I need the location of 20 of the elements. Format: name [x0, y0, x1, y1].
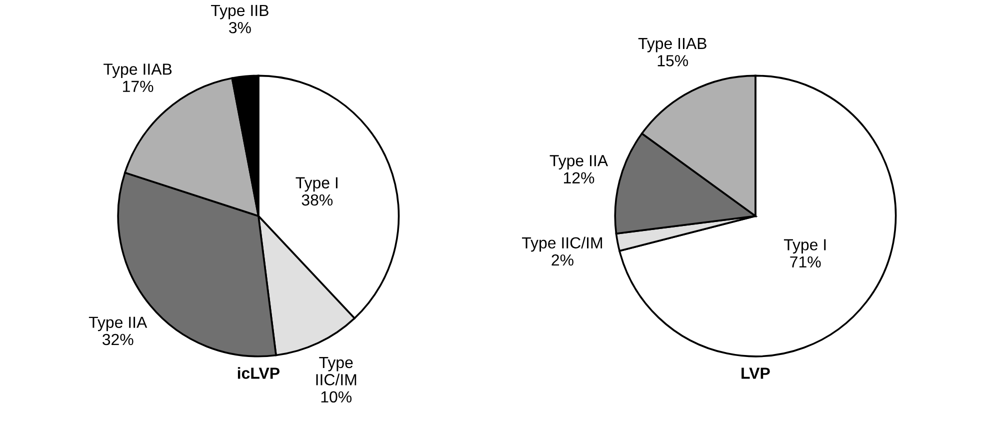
data-label: 32% [102, 334, 134, 346]
data-label: 17% [123, 80, 154, 92]
slice-label: Type IIA [88, 316, 148, 332]
slice-label: Type IIC/IM [316, 357, 356, 386]
data-label: 71% [790, 256, 821, 268]
slice-label: Type IIC/IM [522, 236, 602, 252]
data-label: 12% [564, 172, 594, 184]
data-label: 10% [321, 391, 352, 403]
data-label: 38% [302, 194, 333, 206]
text: LVP [742, 368, 770, 379]
data-label: 15% [658, 55, 688, 66]
slice-label: Type IIAB [638, 38, 706, 52]
slice-label: Type IIB [211, 4, 268, 20]
slice-label: Type IIAB [104, 64, 172, 78]
data-label: 2% [552, 254, 574, 266]
data-label: 3% [229, 22, 251, 34]
slice-label: Type I [784, 239, 826, 254]
text: icLVP [238, 367, 280, 379]
slice-label: Type I [296, 177, 338, 192]
slice-label: Type IIA [550, 155, 608, 170]
